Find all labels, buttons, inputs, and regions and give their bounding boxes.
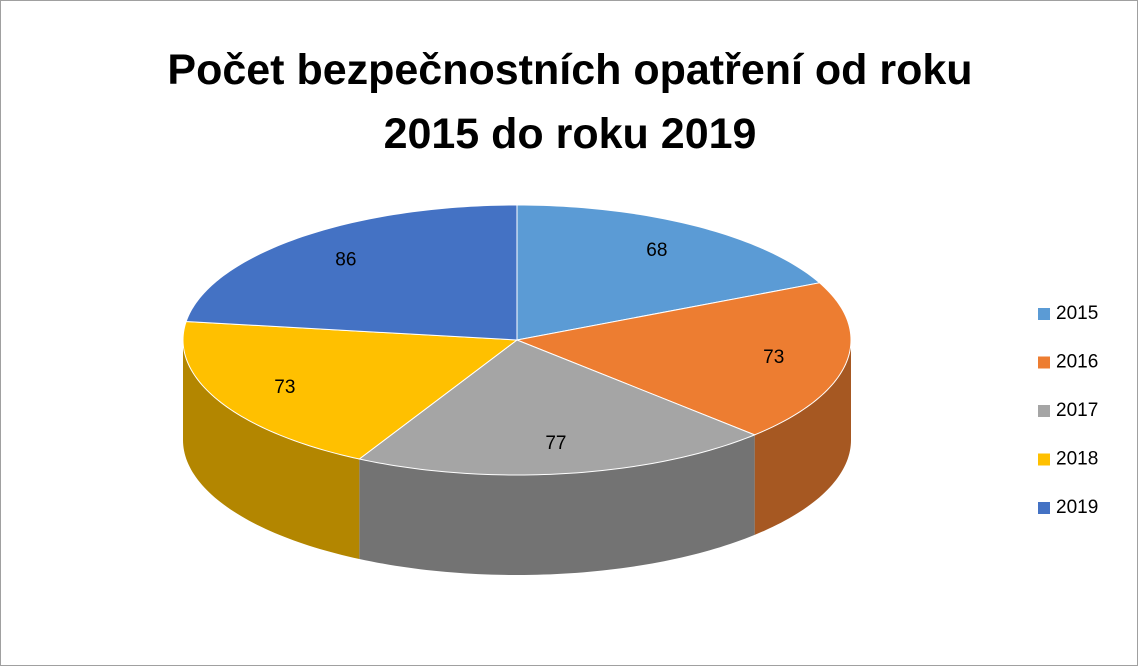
slice (516, 204, 821, 341)
legend-label: 2016 (1056, 352, 1098, 373)
legend-swatch (1038, 356, 1050, 369)
slice (185, 204, 518, 341)
legend-label: 2015 (1056, 303, 1098, 324)
legend-label: 2019 (1056, 497, 1098, 518)
legend-label: 2018 (1056, 449, 1098, 470)
slice (182, 320, 519, 460)
legend-swatch (1038, 308, 1050, 320)
legend-swatch (1038, 405, 1050, 417)
data-label: 68 (646, 240, 667, 261)
data-label: 77 (545, 433, 566, 454)
legend-label: 2017 (1056, 400, 1098, 421)
slice-side (754, 340, 851, 535)
slice (358, 339, 756, 476)
data-label: 73 (274, 377, 295, 398)
data-label: 86 (335, 250, 356, 271)
legend-swatch (1038, 453, 1050, 466)
data-label: 73 (763, 347, 784, 368)
legend-swatch (1038, 502, 1050, 514)
slice-side (359, 434, 755, 575)
chart-title: Počet bezpečnostních opatření od roku 20… (167, 46, 973, 158)
slice-side (183, 340, 360, 560)
slice (515, 282, 852, 436)
